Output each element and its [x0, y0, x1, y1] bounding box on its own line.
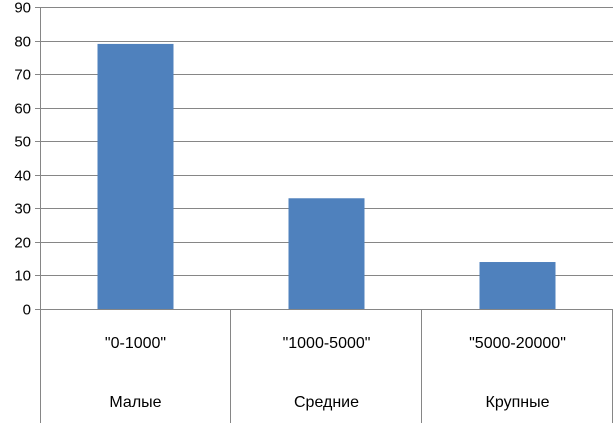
y-tick-labels: 0 10 20 30 40 50 60 70 80 90 [14, 0, 31, 319]
bar [288, 198, 365, 309]
y-tick-label: 0 [23, 302, 31, 319]
y-tick-label: 30 [14, 201, 31, 218]
y-tick-label: 60 [14, 101, 31, 118]
category-group-label: Малые [109, 394, 161, 411]
y-tick-label: 20 [14, 235, 31, 252]
bar [97, 43, 174, 310]
category-range-label: "1000-5000" [283, 335, 371, 352]
category-range-label: "5000-20000" [469, 335, 566, 352]
category-group-label: Средние [294, 394, 359, 411]
y-tick-label: 90 [14, 0, 31, 17]
y-tick-label: 10 [14, 268, 31, 285]
y-tick-label: 80 [14, 34, 31, 51]
category-range-label: "0-1000" [105, 335, 166, 352]
bar [479, 262, 556, 309]
category-group-label: Крупные [486, 394, 550, 411]
bars [97, 43, 556, 310]
category-labels: "0-1000" Малые "1000-5000" Средние "5000-200… [105, 335, 566, 411]
y-tick-label: 40 [14, 168, 31, 185]
axes [35, 7, 613, 423]
y-tick-label: 70 [14, 67, 31, 84]
y-tick-label: 50 [14, 134, 31, 151]
